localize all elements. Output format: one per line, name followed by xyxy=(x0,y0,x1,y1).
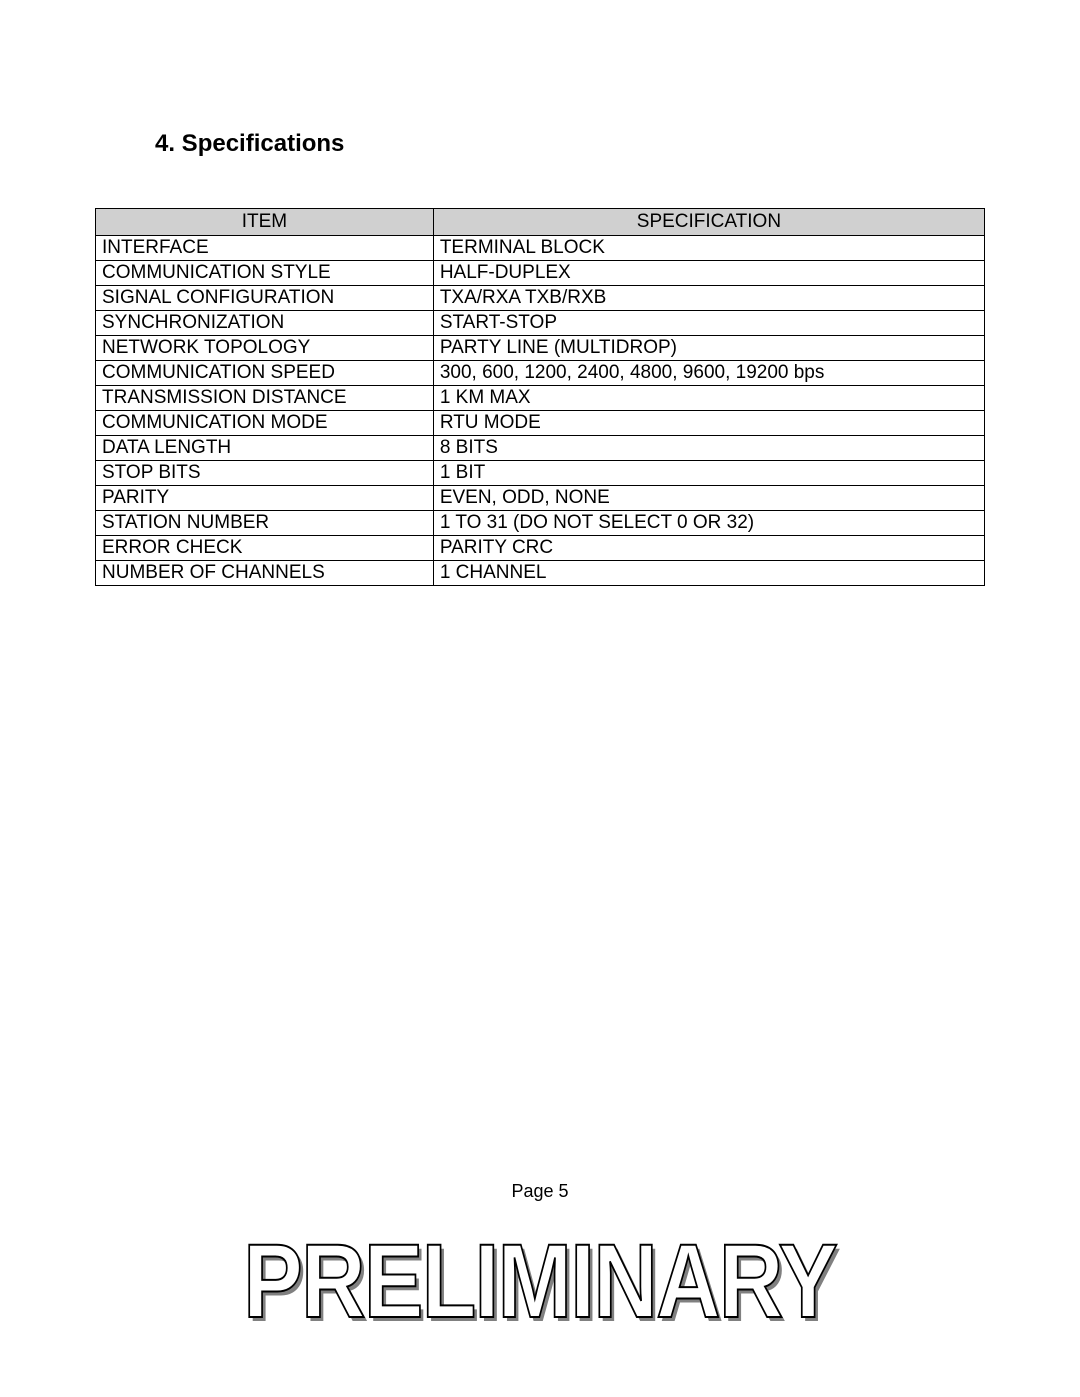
header-specification: SPECIFICATION xyxy=(433,209,984,236)
cell-spec: TERMINAL BLOCK xyxy=(433,236,984,261)
table-row: SYNCHRONIZATION START-STOP xyxy=(96,311,985,336)
table-row: STOP BITS 1 BIT xyxy=(96,461,985,486)
table-body: INTERFACE TERMINAL BLOCK COMMUNICATION S… xyxy=(96,236,985,586)
table-row: COMMUNICATION MODE RTU MODE xyxy=(96,411,985,436)
cell-item: COMMUNICATION MODE xyxy=(96,411,434,436)
specifications-table: ITEM SPECIFICATION INTERFACE TERMINAL BL… xyxy=(95,208,985,586)
table-row: PARITY EVEN, ODD, NONE xyxy=(96,486,985,511)
cell-spec: 1 KM MAX xyxy=(433,386,984,411)
cell-spec: PARTY LINE (MULTIDROP) xyxy=(433,336,984,361)
cell-item: SYNCHRONIZATION xyxy=(96,311,434,336)
cell-spec: RTU MODE xyxy=(433,411,984,436)
cell-item: NETWORK TOPOLOGY xyxy=(96,336,434,361)
table-row: NETWORK TOPOLOGY PARTY LINE (MULTIDROP) xyxy=(96,336,985,361)
cell-item: NUMBER OF CHANNELS xyxy=(96,561,434,586)
cell-spec: 8 BITS xyxy=(433,436,984,461)
table-row: COMMUNICATION SPEED 300, 600, 1200, 2400… xyxy=(96,361,985,386)
cell-spec: PARITY CRC xyxy=(433,536,984,561)
cell-spec: EVEN, ODD, NONE xyxy=(433,486,984,511)
table-row: DATA LENGTH 8 BITS xyxy=(96,436,985,461)
cell-item: INTERFACE xyxy=(96,236,434,261)
cell-spec: TXA/RXA TXB/RXB xyxy=(433,286,984,311)
table-row: ERROR CHECK PARITY CRC xyxy=(96,536,985,561)
cell-item: COMMUNICATION STYLE xyxy=(96,261,434,286)
section-title: 4. Specifications xyxy=(155,130,985,158)
cell-spec: 300, 600, 1200, 2400, 4800, 9600, 19200 … xyxy=(433,361,984,386)
cell-item: TRANSMISSION DISTANCE xyxy=(96,386,434,411)
page-number: Page 5 xyxy=(511,1181,568,1201)
table-row: SIGNAL CONFIGURATION TXA/RXA TXB/RXB xyxy=(96,286,985,311)
table-row: NUMBER OF CHANNELS 1 CHANNEL xyxy=(96,561,985,586)
cell-spec: 1 BIT xyxy=(433,461,984,486)
cell-item: DATA LENGTH xyxy=(96,436,434,461)
table-header-row: ITEM SPECIFICATION xyxy=(96,209,985,236)
table-row: TRANSMISSION DISTANCE 1 KM MAX xyxy=(96,386,985,411)
cell-item: ERROR CHECK xyxy=(96,536,434,561)
table-row: INTERFACE TERMINAL BLOCK xyxy=(96,236,985,261)
cell-item: SIGNAL CONFIGURATION xyxy=(96,286,434,311)
cell-spec: 1 CHANNEL xyxy=(433,561,984,586)
watermark: PRELIMINARY xyxy=(0,1222,1080,1342)
cell-spec: 1 TO 31 (DO NOT SELECT 0 OR 32) xyxy=(433,511,984,536)
table-row: COMMUNICATION STYLE HALF-DUPLEX xyxy=(96,261,985,286)
cell-item: STATION NUMBER xyxy=(96,511,434,536)
page-container: 4. Specifications ITEM SPECIFICATION INT… xyxy=(0,0,1080,586)
cell-item: COMMUNICATION SPEED xyxy=(96,361,434,386)
cell-spec: START-STOP xyxy=(433,311,984,336)
page-footer: Page 5 xyxy=(0,1181,1080,1202)
cell-item: PARITY xyxy=(96,486,434,511)
cell-item: STOP BITS xyxy=(96,461,434,486)
table-row: STATION NUMBER 1 TO 31 (DO NOT SELECT 0 … xyxy=(96,511,985,536)
cell-spec: HALF-DUPLEX xyxy=(433,261,984,286)
header-item: ITEM xyxy=(96,209,434,236)
watermark-text: PRELIMINARY xyxy=(244,1222,837,1342)
